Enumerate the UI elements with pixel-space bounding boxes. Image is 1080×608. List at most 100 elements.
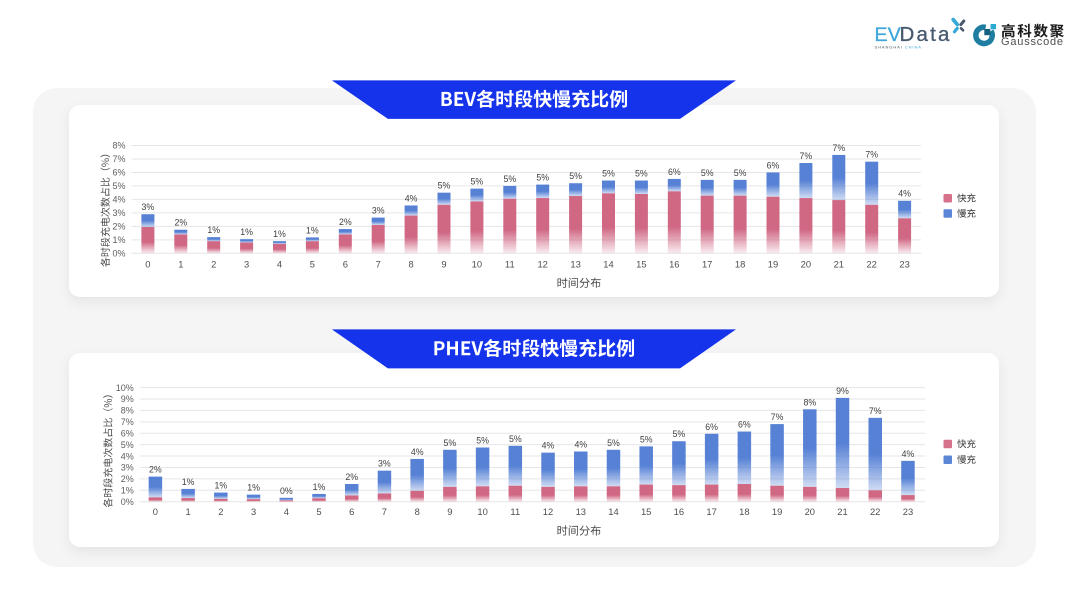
svg-text:4%: 4% (898, 189, 911, 199)
svg-text:5: 5 (316, 506, 321, 517)
svg-text:7: 7 (376, 259, 381, 270)
svg-text:3%: 3% (121, 463, 134, 473)
svg-text:7%: 7% (832, 143, 845, 153)
svg-text:5%: 5% (471, 177, 484, 187)
svg-text:9%: 9% (121, 394, 134, 404)
svg-text:8: 8 (408, 259, 413, 270)
svg-text:20: 20 (801, 259, 811, 270)
svg-text:3%: 3% (372, 206, 385, 216)
svg-text:22: 22 (866, 259, 876, 270)
svg-text:17: 17 (702, 259, 712, 270)
svg-text:3: 3 (244, 259, 249, 270)
svg-text:5%: 5% (112, 181, 125, 191)
svg-text:7: 7 (382, 506, 387, 517)
svg-text:5%: 5% (438, 181, 451, 191)
svg-text:5%: 5% (640, 434, 653, 444)
svg-text:18: 18 (735, 259, 745, 270)
svg-text:5: 5 (310, 259, 315, 270)
svg-text:1: 1 (185, 506, 190, 517)
svg-text:0%: 0% (112, 249, 125, 259)
svg-text:12: 12 (537, 259, 547, 270)
svg-text:19: 19 (772, 506, 782, 517)
svg-text:3%: 3% (142, 202, 155, 212)
svg-text:23: 23 (899, 259, 909, 270)
svg-text:9%: 9% (836, 386, 849, 396)
svg-text:5%: 5% (635, 169, 648, 179)
svg-text:4: 4 (284, 506, 289, 517)
svg-text:2%: 2% (339, 217, 352, 227)
svg-text:8%: 8% (112, 141, 125, 151)
svg-text:0: 0 (145, 259, 150, 270)
svg-text:15: 15 (636, 259, 646, 270)
svg-text:Data: Data (900, 23, 952, 46)
svg-text:1%: 1% (182, 477, 195, 487)
svg-text:5%: 5% (569, 171, 582, 181)
svg-text:10%: 10% (116, 383, 134, 393)
svg-text:0: 0 (153, 506, 158, 517)
svg-text:19: 19 (768, 259, 778, 270)
svg-text:8: 8 (415, 506, 420, 517)
svg-text:1%: 1% (207, 225, 220, 235)
svg-text:1%: 1% (214, 481, 227, 491)
svg-text:5%: 5% (701, 168, 714, 178)
svg-text:3: 3 (251, 506, 256, 517)
svg-text:13: 13 (576, 506, 586, 517)
svg-text:22: 22 (870, 506, 880, 517)
svg-text:2%: 2% (149, 465, 162, 475)
svg-text:7%: 7% (865, 150, 878, 160)
svg-text:7%: 7% (121, 417, 134, 427)
svg-text:20: 20 (805, 506, 815, 517)
svg-text:2%: 2% (345, 472, 358, 482)
svg-text:7%: 7% (869, 406, 882, 416)
svg-text:5%: 5% (602, 169, 615, 179)
svg-text:6%: 6% (767, 161, 780, 171)
svg-text:4%: 4% (542, 441, 555, 451)
svg-text:16: 16 (674, 506, 684, 517)
svg-text:2: 2 (211, 259, 216, 270)
svg-text:1%: 1% (121, 485, 134, 495)
svg-text:1%: 1% (112, 235, 125, 245)
svg-text:23: 23 (903, 506, 913, 517)
svg-text:1%: 1% (273, 229, 286, 239)
svg-text:9: 9 (447, 506, 452, 517)
svg-text:15: 15 (641, 506, 651, 517)
svg-text:0%: 0% (121, 497, 134, 507)
svg-text:11: 11 (505, 259, 515, 270)
svg-text:9: 9 (441, 259, 446, 270)
svg-text:5%: 5% (734, 168, 747, 178)
svg-text:10: 10 (472, 259, 482, 270)
svg-text:10: 10 (477, 506, 487, 517)
svg-text:6: 6 (343, 259, 348, 270)
svg-text:5%: 5% (503, 174, 516, 184)
svg-text:11: 11 (510, 506, 520, 517)
svg-text:3%: 3% (112, 208, 125, 218)
svg-text:5%: 5% (673, 429, 686, 439)
svg-text:17: 17 (706, 506, 716, 517)
svg-text:4%: 4% (112, 195, 125, 205)
svg-text:4%: 4% (411, 447, 424, 457)
svg-text:4%: 4% (574, 440, 587, 450)
svg-text:7%: 7% (771, 412, 784, 422)
svg-text:12: 12 (543, 506, 553, 517)
svg-text:7%: 7% (800, 151, 813, 161)
svg-text:7%: 7% (112, 154, 125, 164)
svg-text:6%: 6% (738, 420, 751, 430)
svg-text:SHANGHAI CHINA: SHANGHAI CHINA (875, 44, 922, 49)
svg-text:1%: 1% (313, 482, 326, 492)
svg-text:5%: 5% (121, 440, 134, 450)
svg-text:2%: 2% (174, 218, 187, 228)
svg-text:6%: 6% (705, 422, 718, 432)
svg-text:21: 21 (834, 259, 844, 270)
svg-text:0%: 0% (280, 486, 293, 496)
svg-text:EV: EV (875, 24, 902, 46)
svg-text:5%: 5% (444, 438, 457, 448)
svg-text:6%: 6% (112, 168, 125, 178)
svg-text:8%: 8% (803, 397, 816, 407)
svg-text:21: 21 (837, 506, 847, 517)
svg-text:16: 16 (669, 259, 679, 270)
svg-text:1%: 1% (306, 225, 319, 235)
svg-text:8%: 8% (121, 406, 134, 416)
svg-text:3%: 3% (378, 459, 391, 469)
svg-text:1: 1 (178, 259, 183, 270)
svg-text:14: 14 (603, 259, 613, 270)
